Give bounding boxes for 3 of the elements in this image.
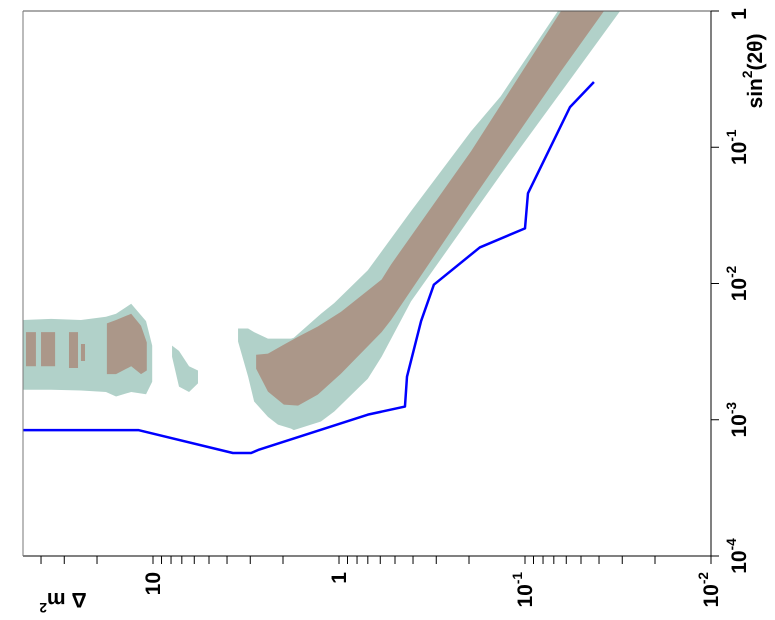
x-tick-label: 1 [328, 572, 351, 584]
y-tick-label: 1 [728, 8, 750, 20]
x-tick-label: 10 [142, 572, 165, 596]
